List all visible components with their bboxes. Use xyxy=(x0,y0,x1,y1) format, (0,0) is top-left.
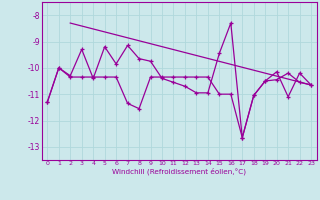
X-axis label: Windchill (Refroidissement éolien,°C): Windchill (Refroidissement éolien,°C) xyxy=(112,168,246,175)
